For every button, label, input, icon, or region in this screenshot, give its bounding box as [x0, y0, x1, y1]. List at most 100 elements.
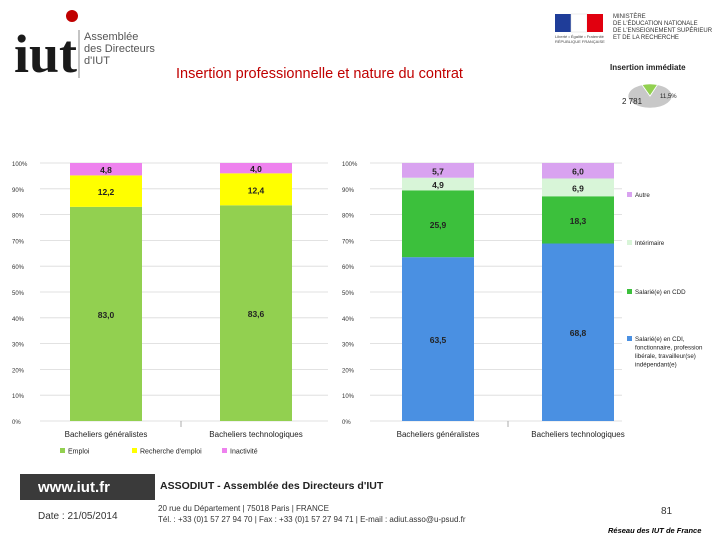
data-label: 68,8 — [570, 328, 587, 338]
bar-segment — [220, 205, 292, 421]
y-tick-label: 70% — [342, 239, 355, 245]
legend-label: fonctionnaire, profession — [635, 345, 703, 352]
address-line: 20 rue du Département | 75018 Paris | FR… — [158, 504, 329, 513]
y-tick-label: 60% — [12, 265, 25, 271]
y-tick-label: 20% — [342, 368, 355, 374]
legend-label: Autre — [635, 192, 650, 199]
flag-caption: Liberté • Égalité • Fraternité — [555, 34, 605, 39]
legend-label: Emploi — [68, 449, 90, 456]
legend-label: indépendant(e) — [635, 362, 677, 369]
ministry-line2: DE L'ÉDUCATION NATIONALE — [613, 21, 698, 27]
contact-block: 20 rue du Département | 75018 Paris | FR… — [158, 503, 466, 525]
pie-chart: 2 781 11,5% — [622, 83, 677, 109]
data-label: 18,3 — [570, 216, 587, 226]
y-tick-label: 10% — [342, 394, 355, 400]
url-background — [20, 474, 155, 500]
french-flag-icon: Liberté • Égalité • Fraternité RÉPUBLIQU… — [555, 13, 605, 44]
legend-swatch — [627, 289, 632, 294]
bar-segment — [402, 257, 474, 421]
legend-label: Salarié(e) en CDD — [635, 289, 686, 296]
bar-segment — [542, 178, 614, 197]
pie-label: 11,5% — [660, 94, 677, 100]
legend-swatch — [60, 448, 65, 453]
logo-text: iut — [14, 24, 77, 82]
legend-swatch — [627, 192, 632, 197]
y-tick-label: 20% — [12, 368, 25, 374]
iut-logo: iut — [10, 6, 170, 84]
y-tick-label: 30% — [12, 343, 25, 349]
data-label: 6,0 — [572, 167, 584, 177]
category-label: Bacheliers technologiques — [531, 430, 624, 439]
legend-swatch — [627, 240, 632, 245]
data-label: 4,8 — [100, 165, 112, 175]
stacked-bar-charts: 0% 10% 20% 30% 40% 50% 60% 70% 80% 90% 100% 83,0 12,… — [12, 162, 703, 456]
legend-label: Recherche d'emploi — [140, 449, 202, 456]
iut-logo-mark: iut — [14, 10, 80, 84]
date-label: Date : 21/05/2014 — [38, 511, 118, 522]
logo-line1: Assemblée — [84, 31, 139, 43]
y-tick-label: 30% — [342, 343, 355, 349]
data-label: 83,6 — [248, 309, 265, 319]
page-number: 81 — [661, 506, 673, 517]
data-label: 12,2 — [98, 187, 115, 197]
legend-label: Intérimaire — [635, 240, 665, 247]
legend-label: Inactivité — [230, 449, 258, 456]
bar-segment — [70, 175, 142, 207]
category-label: Bacheliers généralistes — [397, 430, 480, 439]
data-label: 4,0 — [250, 164, 262, 174]
ministry-line3: DE L'ENSEIGNEMENT SUPÉRIEUR — [613, 28, 713, 34]
y-tick-label: 100% — [342, 162, 358, 168]
data-label: 25,9 — [430, 220, 447, 230]
page-title: Insertion professionnelle et nature du c… — [176, 66, 463, 82]
y-tick-label: 40% — [12, 317, 25, 323]
bar-segment — [542, 196, 614, 244]
logo-dot-icon — [66, 10, 78, 22]
legend-swatch — [132, 448, 137, 453]
y-tick-label: 50% — [12, 291, 25, 297]
flag-caption2: RÉPUBLIQUE FRANÇAISE — [555, 39, 605, 44]
website-link[interactable]: www.iut.fr — [38, 479, 110, 496]
bar-segment — [402, 177, 474, 191]
pie-label: 2 781 — [622, 97, 643, 106]
y-tick-label: 50% — [342, 291, 355, 297]
organization-name: ASSODIUT - Assemblée des Directeurs d'IU… — [160, 480, 384, 492]
data-label: 5,7 — [432, 166, 444, 176]
y-tick-label: 60% — [342, 265, 355, 271]
legend-label: Salarié(e) en CDI, — [635, 336, 685, 343]
y-tick-label: 0% — [12, 420, 21, 426]
pie-title: Insertion immédiate — [610, 63, 686, 72]
bar-segment — [402, 163, 474, 178]
bar-segment — [220, 173, 292, 206]
category-label: Bacheliers technologiques — [209, 430, 302, 439]
logo-caption: Assemblée des Directeurs d'IUT — [84, 31, 155, 67]
y-tick-label: 90% — [12, 188, 25, 194]
legend-swatch — [627, 336, 632, 341]
data-label: 83,0 — [98, 310, 115, 320]
data-label: 4,9 — [432, 180, 444, 190]
network-label: Réseau des IUT de France — [608, 526, 702, 535]
y-tick-label: 40% — [342, 317, 355, 323]
bar-segment — [542, 243, 614, 421]
legend-swatch — [222, 448, 227, 453]
y-tick-label: 80% — [342, 214, 355, 220]
data-label: 63,5 — [430, 335, 447, 345]
data-label: 6,9 — [572, 183, 584, 193]
y-tick-label: 80% — [12, 214, 25, 220]
bar-segment — [542, 163, 614, 179]
y-tick-label: 0% — [342, 420, 351, 426]
ministry-logo: Liberté • Égalité • Fraternité RÉPUBLIQU… — [553, 10, 720, 50]
logo-line2: des Directeurs — [84, 43, 155, 55]
pie-slice — [641, 83, 659, 97]
y-tick-label: 100% — [12, 162, 28, 168]
ministry-name: MINISTÈRE DE L'ÉDUCATION NATIONALE DE L'… — [613, 14, 712, 42]
category-label: Bacheliers généralistes — [65, 430, 148, 439]
legend-label: libérale, travailleur(se) — [635, 353, 696, 360]
bar-segment — [70, 206, 142, 421]
contact-line: Tél. : +33 (0)1 57 27 94 70 | Fax : +33 … — [158, 515, 466, 524]
bar-segment — [402, 190, 474, 258]
y-tick-label: 70% — [12, 239, 25, 245]
y-tick-label: 90% — [342, 188, 355, 194]
logo-line3: d'IUT — [84, 55, 110, 67]
bar-segment — [70, 163, 142, 176]
y-tick-label: 10% — [12, 394, 25, 400]
